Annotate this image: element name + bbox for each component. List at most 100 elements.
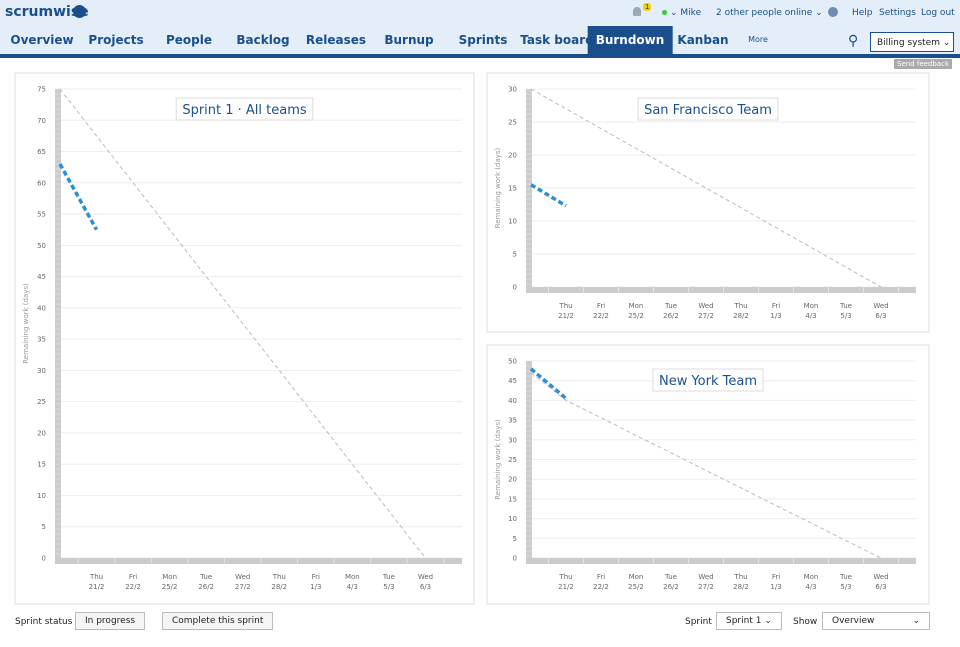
x-tick-label: 22/2 [125,583,141,591]
x-tick-weekday: Fri [772,302,780,310]
project-select[interactable]: Billing system ⌄ [870,32,954,52]
online-dot [662,10,667,15]
x-tick-label: 21/2 [558,312,574,320]
x-tick-weekday: Wed [873,573,888,581]
y-tick-label: 40 [37,304,46,312]
top-bar [0,0,960,26]
x-tick-label: 1/3 [770,312,781,320]
y-tick-label: 30 [508,436,517,444]
show-select[interactable]: Overview ⌄ [822,612,930,630]
x-tick-label: 4/3 [805,312,816,320]
x-tick-weekday: Tue [839,302,852,310]
y-tick-label: 30 [508,86,517,94]
nav-item[interactable]: Task board [520,33,594,47]
logo-icon [73,5,86,18]
search-icon[interactable]: ⚲ [848,33,859,49]
x-tick-weekday: Wed [418,573,433,581]
x-tick-label: 4/3 [805,583,816,591]
y-tick-label: 45 [508,377,517,385]
x-tick-label: 22/2 [593,312,609,320]
nav-item[interactable]: Kanban [677,33,729,47]
y-axis-band [526,361,532,564]
x-tick-label: 21/2 [558,583,574,591]
y-tick-label: 65 [37,148,46,156]
x-tick-weekday: Mon [629,573,644,581]
chart-panel [14,72,475,605]
nav-item[interactable]: Backlog [236,33,290,47]
y-tick-label: 30 [37,367,46,375]
y-tick-label: 50 [508,358,517,366]
x-tick-label: 26/2 [663,583,679,591]
y-tick-label: 0 [42,555,46,563]
status-button[interactable]: In progress [75,612,146,630]
y-tick-label: 35 [37,336,46,344]
x-tick-weekday: Thu [272,573,286,581]
chart-title: New York Team [659,374,757,389]
series-line [530,183,567,208]
series-line [58,163,99,231]
x-tick-weekday: Mon [345,573,360,581]
x-tick-weekday: Thu [558,302,572,310]
chart-title: San Francisco Team [644,103,772,118]
complete-button[interactable]: Complete this sprint [162,612,274,630]
x-tick-weekday: Mon [629,302,644,310]
nav-item[interactable]: Overview [10,33,74,47]
y-axis-band [55,89,61,564]
feedback-button[interactable]: Send feedback [894,59,953,69]
nav-item[interactable]: Burndown [587,26,673,54]
x-tick-weekday: Wed [698,573,713,581]
y-tick-label: 55 [37,211,46,219]
header-link[interactable]: Help [852,8,873,18]
nav-bar [0,26,960,58]
user-menu[interactable]: ⌄ Mike [670,8,702,18]
logo[interactable]: scrumwise [5,4,89,20]
online-menu[interactable]: 2 other people online ⌄ [716,8,823,18]
x-axis-band [526,558,916,564]
x-tick-weekday: Thu [89,573,103,581]
x-tick-label: 26/2 [198,583,214,591]
x-tick-label: 26/2 [663,312,679,320]
header-link[interactable]: Settings [879,8,916,18]
y-tick-label: 20 [37,429,46,437]
series-line [530,372,882,559]
y-tick-label: 15 [508,495,517,503]
y-axis-label: Remaining work (days) [494,419,502,500]
status-label: Sprint status [15,617,73,627]
x-axis-band [55,558,462,564]
x-tick-weekday: Wed [235,573,250,581]
x-tick-weekday: Thu [558,573,572,581]
x-tick-weekday: Fri [597,302,605,310]
y-tick-label: 60 [37,179,46,187]
x-tick-label: 25/2 [628,312,644,320]
y-tick-label: 25 [508,456,517,464]
title-box [637,97,779,121]
chart-title: Sprint 1 · All teams [182,103,307,118]
nav-item[interactable]: People [165,33,213,47]
y-tick-label: 0 [513,555,517,563]
nav-item[interactable]: More [748,35,768,44]
x-tick-weekday: Wed [698,302,713,310]
x-tick-weekday: Fri [772,573,780,581]
y-tick-label: 10 [508,218,517,226]
x-tick-label: 28/2 [733,583,749,591]
y-tick-label: 5 [513,251,517,259]
x-tick-weekday: Thu [733,302,747,310]
nav-item[interactable]: Burnup [384,33,434,47]
x-tick-weekday: Wed [873,302,888,310]
x-tick-weekday: Tue [199,573,212,581]
x-tick-weekday: Fri [597,573,605,581]
sprint-select[interactable]: Sprint 1 ⌄ [716,612,782,630]
nav-item[interactable]: Sprints [458,33,508,47]
header-link[interactable]: Log out [921,8,955,18]
x-tick-label: 1/3 [770,583,781,591]
y-tick-label: 25 [37,398,46,406]
x-tick-label: 6/3 [420,583,431,591]
y-tick-label: 5 [513,535,517,543]
nav-item[interactable]: Projects [88,33,144,47]
bell-icon[interactable] [633,7,641,16]
nav-item[interactable]: Releases [305,33,367,47]
x-tick-label: 28/2 [733,312,749,320]
x-tick-label: 22/2 [593,583,609,591]
x-tick-weekday: Tue [664,573,677,581]
sprint-value: Sprint 1 [726,616,762,626]
